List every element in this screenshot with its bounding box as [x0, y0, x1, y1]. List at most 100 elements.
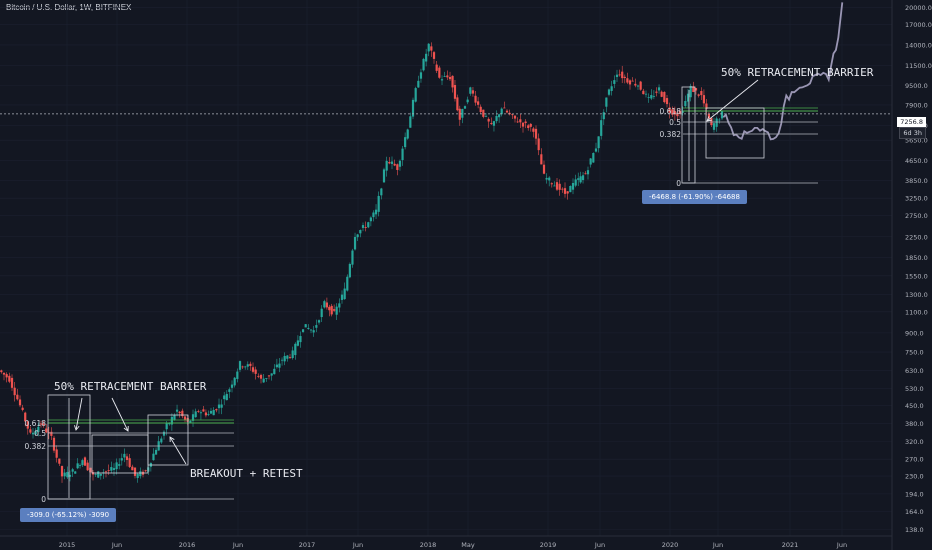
- candle-body: [628, 80, 632, 85]
- candle-body: [678, 110, 682, 114]
- time-tick-label: 2019: [540, 541, 557, 549]
- candle-body: [367, 222, 370, 228]
- candle-body: [199, 412, 203, 414]
- candle-body: [621, 71, 624, 79]
- right-fib-label: 0: [676, 179, 681, 188]
- candle-body: [503, 107, 506, 109]
- time-tick-label: 2016: [179, 541, 196, 549]
- candle-body: [490, 123, 493, 125]
- candle-body: [372, 212, 375, 218]
- candle-body: [107, 470, 110, 471]
- candle-body: [566, 191, 569, 194]
- candle-body: [181, 410, 184, 417]
- candle-body: [398, 160, 402, 167]
- candle-body: [466, 99, 469, 103]
- candle-body: [592, 152, 595, 163]
- annotation-breakout: BREAKOUT + RETEST: [190, 467, 303, 480]
- candle-body: [55, 449, 58, 458]
- countdown-tag: 6d 3h: [899, 127, 926, 139]
- barrier-left-arrow-1-head: [74, 425, 80, 431]
- candle-body: [697, 94, 700, 96]
- projection-line: [722, 2, 844, 141]
- candle-body: [631, 80, 634, 82]
- candle-body: [440, 79, 444, 81]
- candle-body: [24, 412, 27, 422]
- candle-body: [34, 430, 37, 435]
- candle-body: [197, 411, 200, 413]
- candle-body: [456, 97, 459, 111]
- candle-body: [663, 91, 666, 103]
- candle-body: [519, 119, 522, 123]
- candle-body: [673, 111, 676, 115]
- candle-body: [340, 294, 344, 300]
- right-range-box: [681, 86, 696, 184]
- candle-body: [500, 108, 503, 115]
- candle-body: [479, 106, 482, 113]
- price-tick-label: 14000.0: [905, 41, 932, 49]
- candle-body: [584, 173, 587, 175]
- candle-body: [430, 46, 433, 51]
- price-tick-label: 1550.0: [905, 272, 928, 280]
- candle-body: [225, 393, 228, 401]
- candle-body: [463, 106, 467, 109]
- candle-body: [265, 378, 268, 379]
- left-breakout-box: [147, 414, 189, 466]
- candle-body: [553, 185, 556, 187]
- barrier-left-arrow-1: [75, 397, 83, 431]
- candle-body: [527, 125, 530, 128]
- candle-body: [414, 88, 417, 102]
- candle-body: [162, 431, 166, 436]
- price-tick-label: 380.0: [905, 420, 924, 428]
- candle-body: [209, 410, 213, 414]
- candle-body: [71, 469, 74, 472]
- barrier-left-arrow-2: [111, 397, 129, 432]
- right-fib-label: 0.382: [660, 130, 682, 139]
- candle-body: [602, 112, 605, 120]
- candle-body: [694, 88, 698, 91]
- price-tick-label: 3850.0: [905, 177, 928, 185]
- candle-body: [686, 93, 690, 102]
- candle-body: [702, 95, 706, 104]
- candle-body: [427, 43, 430, 52]
- candle-body: [257, 375, 260, 377]
- candle-body: [589, 158, 592, 165]
- candle-body: [361, 225, 365, 228]
- candle-body: [461, 108, 464, 118]
- candle-body: [451, 75, 454, 88]
- candle-body: [175, 409, 179, 412]
- projection-path: [722, 2, 844, 141]
- measure-badge-right: -6468.8 (-61.90%) -64688: [642, 190, 747, 204]
- candle-body: [249, 363, 252, 366]
- candle-body: [542, 164, 546, 174]
- candle-body: [484, 115, 488, 117]
- candle-body: [652, 96, 655, 97]
- candle-body: [346, 276, 349, 291]
- candle-body: [435, 64, 438, 71]
- candle-body: [453, 85, 457, 99]
- candle-body: [577, 178, 580, 180]
- price-tick-label: 630.0: [905, 367, 924, 375]
- candle-body: [586, 170, 590, 175]
- price-tick-label: 750.0: [905, 349, 924, 357]
- candle-body: [343, 288, 346, 300]
- price-tick-label: 1100.0: [905, 308, 928, 316]
- candle-body: [676, 112, 679, 117]
- candle-body: [31, 432, 35, 435]
- candle-body: [273, 368, 276, 375]
- candle-body: [244, 366, 247, 368]
- candle-body: [474, 95, 477, 103]
- price-tick-label: 450.0: [905, 402, 924, 410]
- price-tick-label: 530.0: [905, 385, 924, 393]
- candle-body: [487, 118, 490, 122]
- candle-body: [458, 108, 461, 120]
- candle-body: [0, 370, 3, 373]
- candle-body: [307, 327, 310, 329]
- candle-body: [513, 115, 517, 119]
- candle-body: [74, 471, 77, 474]
- price-tick-label: 1300.0: [905, 291, 928, 299]
- candle-body: [16, 394, 19, 400]
- candle-body: [393, 163, 396, 166]
- candle-body: [26, 421, 29, 429]
